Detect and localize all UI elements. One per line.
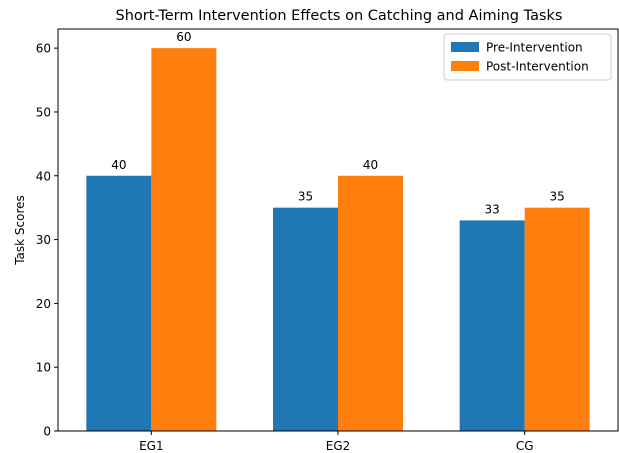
bar-pre-intervention-cg [459, 220, 525, 431]
legend-label-pre-intervention: Pre-Intervention [486, 41, 583, 55]
x-tick-label-eg1: EG1 [139, 439, 164, 453]
legend-box [443, 33, 612, 81]
legend-swatch-post-intervention [451, 61, 479, 71]
y-tick-label-50: 50 [36, 105, 51, 119]
data-label-post-intervention-eg2: 40 [363, 158, 378, 172]
legend-swatch-pre-intervention [451, 42, 479, 52]
x-tick-label-eg2: EG2 [326, 439, 351, 453]
data-label-pre-intervention-cg: 33 [485, 202, 500, 216]
y-tick-label-0: 0 [43, 425, 51, 439]
data-label-pre-intervention-eg1: 40 [111, 158, 126, 172]
y-axis-ticks: 0 10 20 30 40 50 60 [36, 42, 58, 439]
data-label-post-intervention-eg1: 60 [176, 30, 191, 44]
y-tick-label-30: 30 [36, 233, 51, 247]
legend: Pre-Intervention Post-Intervention [443, 33, 612, 81]
x-tick-label-cg: CG [516, 439, 534, 453]
bar-pre-intervention-eg1 [86, 175, 152, 431]
data-label-post-intervention-cg: 35 [550, 190, 565, 204]
x-axis-ticks: EG1 EG2 CG [139, 431, 534, 453]
plot-frame [57, 28, 619, 432]
bars-group [86, 48, 590, 432]
bar-post-intervention-eg1 [151, 48, 217, 432]
bar-pre-intervention-eg2 [273, 207, 338, 431]
y-tick-label-20: 20 [36, 297, 51, 311]
legend-label-post-intervention: Post-Intervention [486, 60, 589, 74]
y-tick-label-10: 10 [36, 361, 51, 375]
bar-post-intervention-cg [524, 207, 590, 431]
y-tick-label-60: 60 [36, 42, 51, 56]
y-axis-label: Task Scores [13, 195, 27, 266]
bar-labels-group: 40 60 35 40 33 35 [111, 30, 565, 216]
data-label-pre-intervention-eg2: 35 [298, 190, 313, 204]
y-tick-label-40: 40 [36, 169, 51, 183]
chart-title: Short-Term Intervention Effects on Catch… [116, 8, 563, 24]
bar-post-intervention-eg2 [338, 175, 403, 431]
